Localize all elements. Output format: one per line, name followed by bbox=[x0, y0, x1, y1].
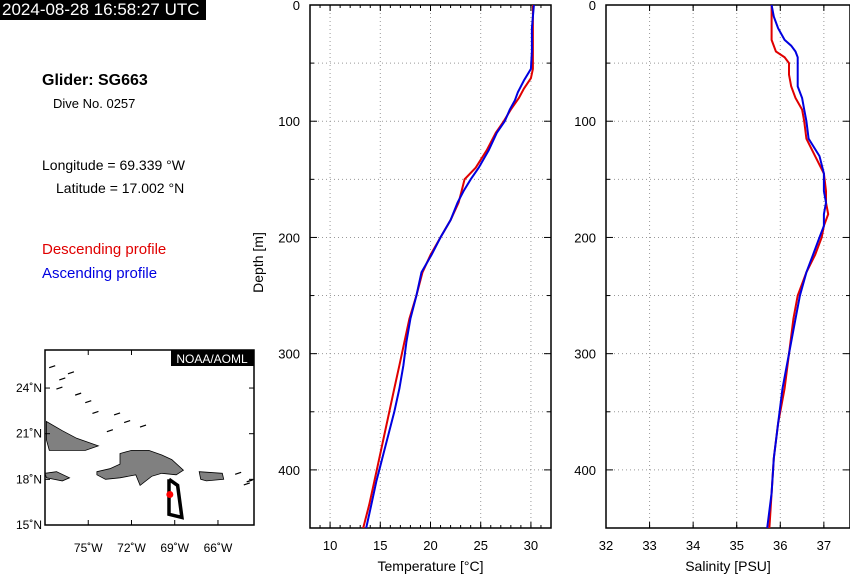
temperature-x-axis-label: Temperature [°C] bbox=[378, 558, 484, 574]
longitude-readout: Longitude = 69.339 °W bbox=[42, 157, 185, 173]
temperature-y-tick-label: 100 bbox=[278, 114, 300, 129]
salinity-frame bbox=[605, 4, 850, 529]
salinity-x-tick-label: 36 bbox=[773, 538, 787, 553]
map-lat-label: 24˚N bbox=[16, 381, 42, 395]
temperature-ascending-line bbox=[365, 5, 535, 528]
salinity-x-tick-label: 37 bbox=[817, 538, 831, 553]
glider-track bbox=[167, 477, 184, 520]
small-island bbox=[243, 482, 250, 486]
small-island bbox=[113, 412, 121, 416]
hispaniola-landmass bbox=[96, 449, 185, 487]
salinity-y-tick-label: 100 bbox=[574, 114, 596, 129]
inset-map: 24˚N 21˚N 18˚N 15˚N 75˚W 72˚W 69˚W 66˚W NOAA/AOM… bbox=[16, 349, 255, 555]
salinity-x-tick-label: 33 bbox=[642, 538, 656, 553]
map-credit-label: NOAA/AOML bbox=[176, 352, 248, 366]
small-island bbox=[67, 371, 75, 375]
timestamp-label: 2024-08-28 16:58:27 UTC bbox=[0, 0, 206, 20]
small-island bbox=[123, 419, 131, 424]
map-lon-label: 69˚W bbox=[160, 541, 189, 555]
salinity-y-tick-label: 300 bbox=[574, 347, 596, 362]
latitude-readout: Latitude = 17.002 °N bbox=[56, 180, 185, 196]
map-lat-label: 15˚N bbox=[16, 518, 42, 532]
temperature-x-tick-label: 30 bbox=[524, 538, 538, 553]
small-island bbox=[59, 377, 66, 381]
salinity-y-tick-label: 200 bbox=[574, 230, 596, 245]
small-island bbox=[106, 429, 114, 433]
jamaica-landmass bbox=[44, 471, 71, 482]
salinity-y-tick-label: 400 bbox=[574, 463, 596, 478]
map-lon-label: 72˚W bbox=[117, 541, 146, 555]
small-island bbox=[49, 365, 56, 369]
salinity-x-tick-label: 32 bbox=[599, 538, 613, 553]
map-frame bbox=[44, 349, 255, 526]
temperature-y-tick-label: 200 bbox=[278, 230, 300, 245]
map-lat-label: 21˚N bbox=[16, 427, 42, 441]
glider-title: Glider: SG663 bbox=[42, 72, 148, 89]
small-island bbox=[56, 386, 63, 390]
map-lon-label: 66˚W bbox=[204, 541, 233, 555]
dive-number: Dive No. 0257 bbox=[53, 96, 136, 111]
temperature-x-tick-label: 15 bbox=[373, 538, 387, 553]
temperature-descending-line bbox=[362, 5, 534, 528]
salinity-x-tick-label: 35 bbox=[729, 538, 743, 553]
glider-position-marker bbox=[166, 491, 174, 499]
salinity-ascending-line bbox=[766, 5, 828, 528]
salinity-x-tick-label: 34 bbox=[686, 538, 700, 553]
temperature-y-axis-label: Depth [m] bbox=[250, 232, 266, 293]
puerto-rico-landmass bbox=[198, 471, 225, 482]
descending-legend-label: Descending profile bbox=[42, 241, 167, 258]
small-island bbox=[85, 400, 92, 404]
salinity-x-axis-label: Salinity [PSU] bbox=[685, 558, 771, 574]
temperature-y-tick-label: 400 bbox=[278, 463, 300, 478]
ascending-legend-label: Ascending profile bbox=[42, 265, 158, 282]
salinity-y-tick-label: 0 bbox=[589, 0, 596, 13]
salinity-descending-line bbox=[768, 5, 830, 528]
small-island bbox=[92, 410, 99, 414]
temperature-y-tick-label: 300 bbox=[278, 347, 300, 362]
small-island bbox=[74, 392, 82, 396]
temperature-x-tick-label: 25 bbox=[473, 538, 487, 553]
small-island bbox=[246, 479, 253, 483]
cuba-landmass bbox=[46, 420, 100, 451]
salinity-panel: 32 33 34 35 36 37 0 100 200 300 400 Salinity [PSU] bbox=[574, 0, 850, 574]
small-island bbox=[234, 471, 242, 475]
map-credit-box bbox=[171, 350, 254, 366]
map-lon-label: 75˚W bbox=[74, 541, 103, 555]
map-lat-label: 18˚N bbox=[16, 472, 42, 486]
small-island bbox=[139, 424, 147, 428]
temperature-x-tick-label: 20 bbox=[423, 538, 437, 553]
temperature-x-tick-label: 10 bbox=[323, 538, 337, 553]
temperature-y-tick-label: 0 bbox=[293, 0, 300, 13]
